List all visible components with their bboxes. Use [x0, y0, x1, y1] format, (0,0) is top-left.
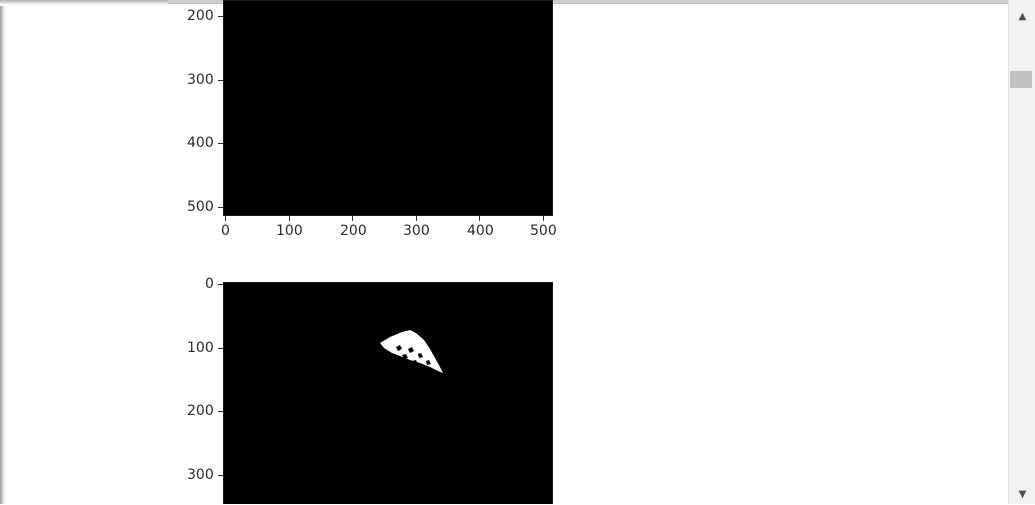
x-tick-label: 400 [467, 223, 494, 239]
x-tick-label: 200 [340, 223, 367, 239]
y-tick-label: 200 [187, 403, 214, 419]
y-tick-mark [218, 475, 223, 476]
scroll-down-arrow[interactable]: ▼ [1018, 489, 1027, 500]
y-tick-label: 300 [187, 72, 214, 88]
x-tick-label: 500 [530, 223, 557, 239]
x-tick-mark [225, 216, 226, 221]
y-tick-label: 500 [187, 199, 214, 215]
y-tick-label: 100 [187, 340, 214, 356]
x-tick-label: 300 [403, 223, 430, 239]
x-tick-mark [289, 216, 290, 221]
vertical-scrollbar[interactable]: ▲ ▼ [1008, 0, 1035, 504]
y-tick-label: 0 [205, 276, 214, 292]
x-tick-mark [416, 216, 417, 221]
x-tick-mark [479, 216, 480, 221]
y-tick-mark [218, 80, 223, 81]
scroll-thumb[interactable] [1010, 71, 1032, 88]
scroll-up-arrow[interactable]: ▲ [1018, 11, 1027, 22]
x-tick-label: 0 [221, 223, 230, 239]
y-tick-mark [218, 143, 223, 144]
y-tick-label: 200 [187, 8, 214, 24]
mask-blob-shape [380, 330, 443, 373]
figure-1-image [223, 0, 553, 216]
x-tick-mark [352, 216, 353, 221]
y-tick-mark [218, 348, 223, 349]
y-tick-mark [218, 411, 223, 412]
y-tick-mark [218, 207, 223, 208]
x-tick-label: 100 [276, 223, 303, 239]
y-tick-label: 400 [187, 135, 214, 151]
output-cell-top-border [168, 0, 1010, 4]
y-tick-label: 300 [187, 467, 214, 483]
window-left-edge [0, 0, 6, 504]
y-tick-mark [218, 284, 223, 285]
x-tick-mark [543, 216, 544, 221]
figure-2-image [223, 282, 553, 504]
y-tick-mark [218, 16, 223, 17]
